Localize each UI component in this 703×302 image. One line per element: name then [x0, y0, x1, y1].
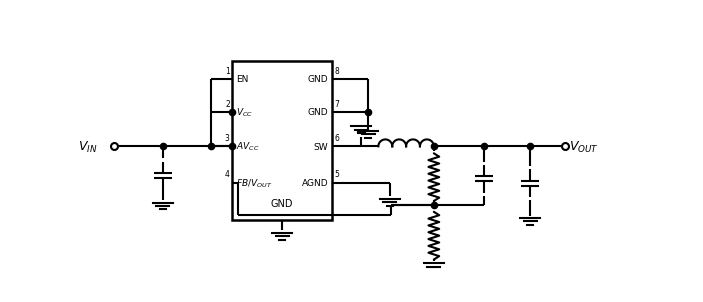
Text: SW: SW [314, 143, 328, 152]
Text: AGND: AGND [302, 179, 328, 188]
Text: $V_{OUT}$: $V_{OUT}$ [569, 140, 599, 155]
Text: GND: GND [308, 75, 328, 84]
Text: $FB / V_{OUT}$: $FB / V_{OUT}$ [236, 177, 272, 190]
Text: 6: 6 [335, 134, 340, 143]
Text: 4: 4 [225, 170, 230, 179]
Text: 2: 2 [225, 100, 230, 109]
Text: 8: 8 [335, 66, 340, 76]
Text: GND: GND [308, 108, 328, 117]
Text: 7: 7 [335, 100, 340, 109]
Text: 3: 3 [225, 134, 230, 143]
Text: 5: 5 [335, 170, 340, 179]
Text: GND: GND [271, 199, 293, 209]
Bar [232, 61, 333, 220]
Text: EN: EN [236, 75, 248, 84]
Text: $AV_{CC}$: $AV_{CC}$ [236, 141, 259, 153]
Text: 1: 1 [225, 66, 230, 76]
Text: $V_{CC}$: $V_{CC}$ [236, 106, 253, 119]
Text: $V_{IN}$: $V_{IN}$ [78, 140, 97, 155]
